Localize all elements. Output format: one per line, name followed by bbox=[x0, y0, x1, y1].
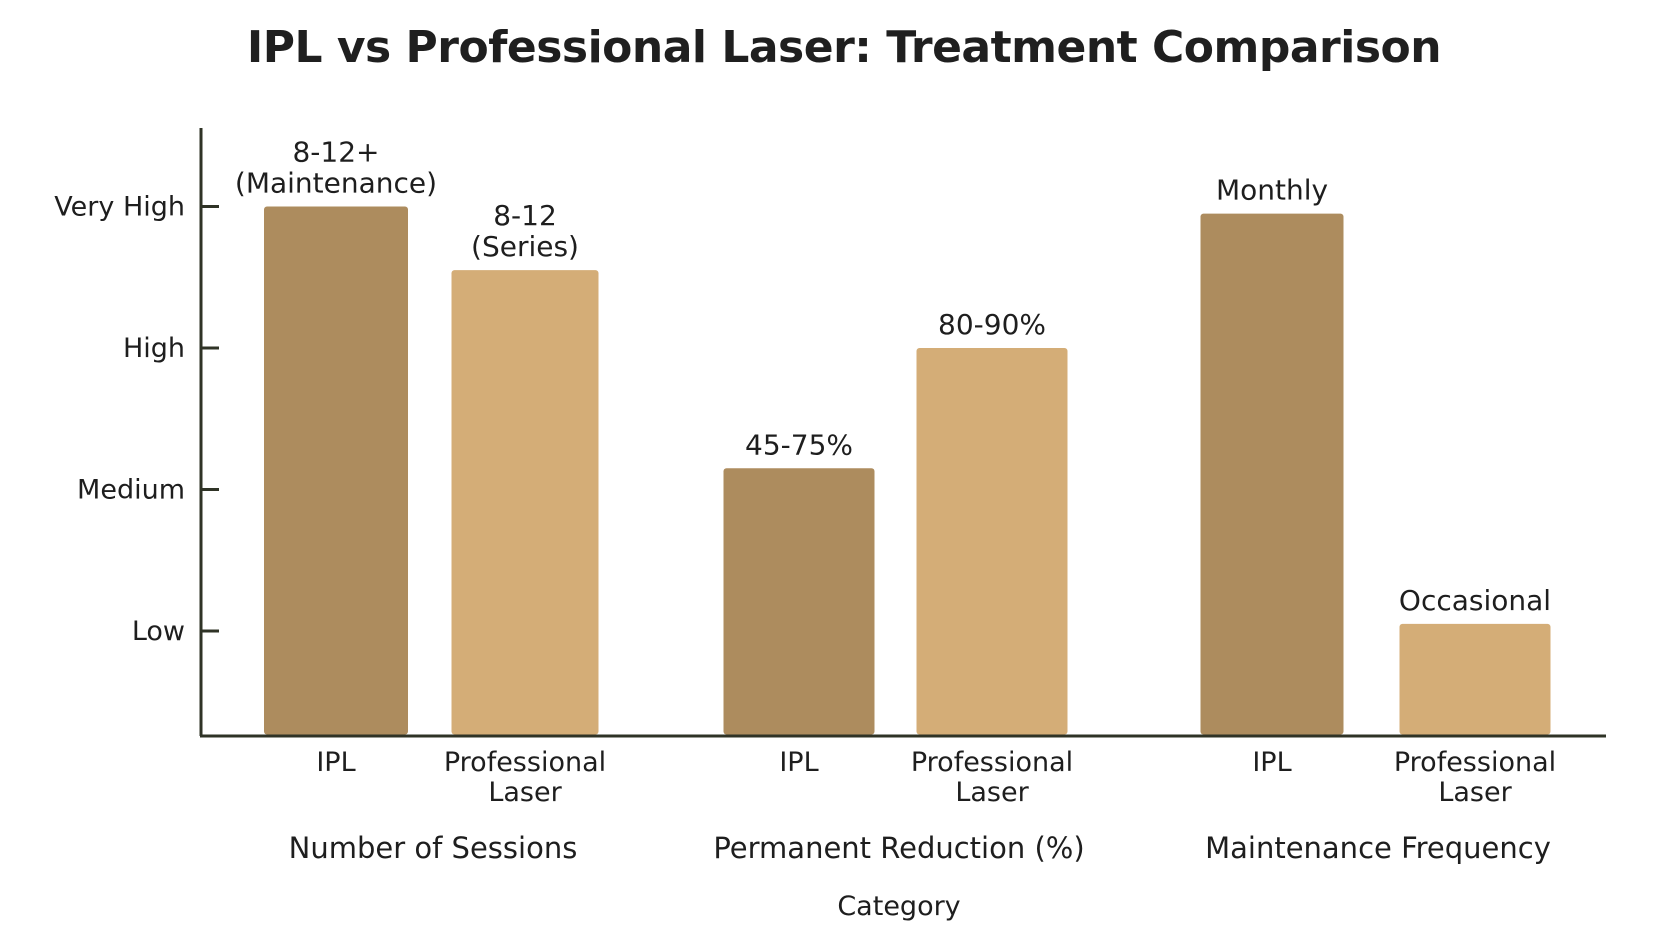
bar bbox=[451, 270, 599, 735]
x-tick-label: Laser bbox=[955, 777, 1029, 808]
y-tick-label: Medium bbox=[77, 475, 185, 506]
y-tick-label: Very High bbox=[54, 192, 185, 223]
x-axis-title: Category bbox=[837, 891, 960, 922]
data-label: Occasional bbox=[1399, 584, 1551, 617]
data-label: (Maintenance) bbox=[235, 167, 437, 200]
x-tick-label: Professional bbox=[911, 747, 1073, 778]
data-label: 8-12+ bbox=[292, 136, 379, 169]
x-tick-label: IPL bbox=[316, 747, 355, 778]
data-label: 80-90% bbox=[938, 308, 1046, 341]
axes-layer bbox=[199, 128, 1606, 738]
x-tick-label: Laser bbox=[488, 777, 562, 808]
x-group-label: Number of Sessions bbox=[289, 831, 578, 865]
y-tick-label: Low bbox=[132, 616, 185, 647]
chart-title: IPL vs Professional Laser: Treatment Com… bbox=[246, 22, 1442, 73]
x-group-label: Permanent Reduction (%) bbox=[713, 831, 1084, 865]
bar bbox=[1200, 213, 1344, 735]
bar bbox=[916, 348, 1068, 735]
bar bbox=[264, 206, 408, 735]
x-tick-label: IPL bbox=[1252, 747, 1291, 778]
labels-layer: Low Medium High Very High 8-12+(Maintenance)… bbox=[54, 136, 1556, 923]
data-label: 8-12 bbox=[493, 199, 557, 232]
data-label: 45-75% bbox=[745, 428, 853, 461]
x-tick-label: Laser bbox=[1438, 777, 1512, 808]
bars-layer bbox=[264, 206, 1551, 735]
y-tick-label: High bbox=[123, 333, 185, 364]
x-tick-label: Professional bbox=[1394, 747, 1556, 778]
x-tick-label: Professional bbox=[444, 747, 606, 778]
data-label: (Series) bbox=[471, 230, 579, 263]
bar bbox=[1399, 623, 1551, 735]
x-group-label: Maintenance Frequency bbox=[1205, 831, 1551, 865]
data-label: Monthly bbox=[1216, 174, 1328, 207]
x-tick-label: IPL bbox=[779, 747, 818, 778]
bar bbox=[723, 468, 875, 735]
